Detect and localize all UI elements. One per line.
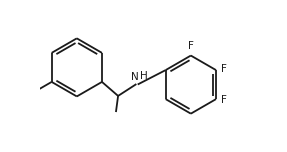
Text: F: F — [188, 41, 194, 51]
Text: F: F — [221, 95, 227, 105]
Text: F: F — [221, 64, 227, 74]
Text: N: N — [131, 72, 139, 82]
Text: H: H — [140, 71, 148, 81]
